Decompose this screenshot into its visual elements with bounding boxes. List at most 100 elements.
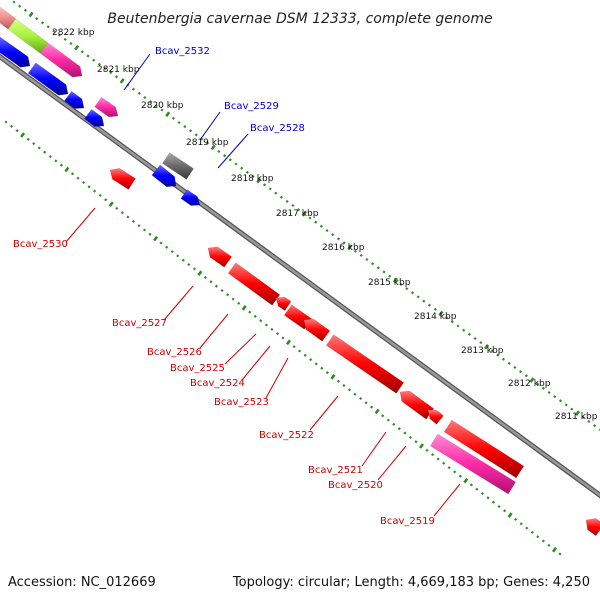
gene-feature <box>303 318 331 342</box>
tick-mark <box>336 237 341 241</box>
tick-mark <box>314 362 318 366</box>
tick-mark <box>12 0 16 4</box>
gene-label[interactable]: Bcav_2527 <box>112 318 167 329</box>
tick-mark <box>325 371 329 375</box>
tick-mark <box>149 100 153 104</box>
kbp-label: 2816 kbp <box>322 243 365 253</box>
tick-mark <box>418 443 425 449</box>
tick-mark <box>330 374 336 380</box>
tick-mark <box>197 270 203 276</box>
tick-mark <box>240 166 244 170</box>
tick-mark <box>251 174 255 179</box>
tick-mark <box>74 44 80 51</box>
tick-mark <box>479 341 483 345</box>
tick-mark <box>143 95 147 100</box>
gene-feature <box>27 62 69 96</box>
tick-mark <box>131 219 135 223</box>
tick-mark <box>547 543 551 547</box>
label-leaders <box>65 53 461 517</box>
tick-mark <box>453 470 457 474</box>
gene-label[interactable]: Bcav_2530 <box>13 239 68 250</box>
tick-mark <box>183 125 187 129</box>
tick-mark <box>264 323 268 327</box>
tick-mark <box>422 299 426 303</box>
tick-mark <box>37 146 41 150</box>
accession-text: Accession: NC_012669 <box>8 575 156 590</box>
tick-mark <box>114 75 119 79</box>
gene-feature <box>429 433 517 495</box>
tick-mark <box>519 370 523 374</box>
gene-label[interactable]: Bcav_2521 <box>308 465 363 476</box>
gene-label[interactable]: Bcav_2519 <box>380 516 435 527</box>
tick-mark <box>192 267 196 271</box>
gene-label[interactable]: Bcav_2523 <box>214 397 269 408</box>
kbp-label: 2822 kbp <box>52 28 95 38</box>
tick-mark <box>342 383 346 388</box>
tick-mark <box>320 366 324 370</box>
tick-mark <box>92 58 96 62</box>
tick-mark <box>26 137 30 141</box>
tick-mark <box>274 191 278 195</box>
label-leader <box>377 445 407 481</box>
tick-mark <box>374 408 380 415</box>
gene-feature <box>84 108 105 127</box>
gene-feature <box>39 42 83 78</box>
tick-mark <box>165 245 169 249</box>
gene-feature <box>180 189 201 206</box>
gene-label[interactable]: Bcav_2528 <box>250 123 305 134</box>
gene-label[interactable]: Bcav_2520 <box>328 480 383 491</box>
tick-mark <box>43 150 47 154</box>
label-leader <box>361 431 387 467</box>
tick-mark <box>59 163 63 167</box>
tick-mark <box>285 199 289 203</box>
tick-mark <box>69 41 73 46</box>
tick-mark <box>291 203 295 208</box>
kbp-label: 2812 kbp <box>508 379 551 389</box>
tick-mark <box>226 293 230 297</box>
tick-mark <box>210 144 216 151</box>
tick-mark <box>253 314 257 318</box>
tick-mark <box>297 208 301 212</box>
tick-mark <box>119 78 125 84</box>
map-title: Beutenbergia cavernae DSM 12333, complet… <box>107 11 492 27</box>
tick-mark <box>93 189 97 193</box>
tick-mark <box>558 552 562 556</box>
tick-mark <box>259 319 263 323</box>
kbp-label: 2819 kbp <box>186 138 229 148</box>
gene-feature <box>207 246 233 268</box>
gene-label[interactable]: Bcav_2532 <box>155 46 210 57</box>
label-leader <box>199 111 221 141</box>
tick-mark <box>303 353 307 357</box>
gene-label[interactable]: Bcav_2522 <box>259 430 314 441</box>
label-leader <box>265 357 289 399</box>
tick-mark <box>397 427 401 431</box>
tick-mark <box>530 530 534 534</box>
tick-mark <box>519 522 523 526</box>
tick-mark <box>63 37 67 41</box>
tick-mark <box>347 388 352 392</box>
tick-mark <box>431 453 435 457</box>
tick-mark <box>524 374 528 378</box>
gene-label[interactable]: Bcav_2525 <box>170 363 225 374</box>
gene-feature <box>427 409 444 425</box>
label-leader <box>123 53 151 91</box>
tick-mark <box>314 220 318 224</box>
tick-mark <box>80 50 84 54</box>
tick-mark <box>70 172 75 176</box>
tick-mark <box>281 336 285 340</box>
tick-mark <box>108 201 114 207</box>
tick-mark <box>262 183 267 187</box>
gene-feature <box>399 390 435 420</box>
tick-mark <box>87 185 91 189</box>
tick-mark <box>491 500 496 504</box>
tick-mark <box>177 120 181 125</box>
tick-mark <box>551 546 558 553</box>
gene-label[interactable]: Bcav_2526 <box>147 347 202 358</box>
tick-mark <box>405 287 409 291</box>
gene-label[interactable]: Bcav_2529 <box>224 101 279 112</box>
tick-mark <box>120 211 124 215</box>
outer-tick-track <box>12 0 600 432</box>
tick-mark <box>403 431 407 435</box>
gene-label[interactable]: Bcav_2524 <box>190 378 245 389</box>
tick-mark <box>593 424 597 428</box>
